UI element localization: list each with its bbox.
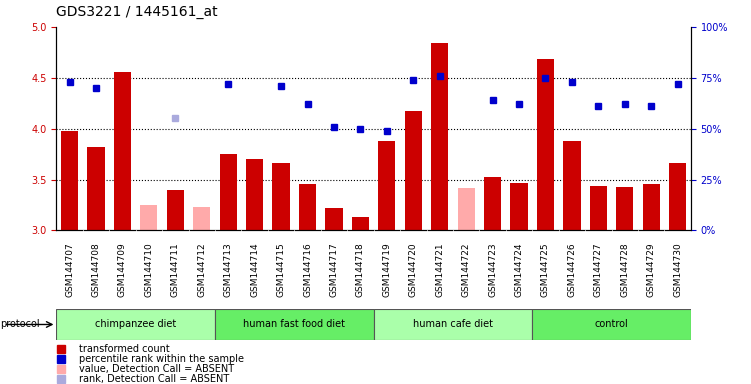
Bar bbox=[374, 309, 532, 340]
Bar bbox=[56, 309, 215, 340]
Text: GSM144722: GSM144722 bbox=[462, 242, 471, 297]
Bar bbox=[457, 188, 475, 230]
Text: GDS3221 / 1445161_at: GDS3221 / 1445161_at bbox=[56, 5, 218, 19]
Text: GSM144708: GSM144708 bbox=[92, 242, 101, 297]
Text: GSM144715: GSM144715 bbox=[276, 242, 285, 297]
Text: GSM144725: GSM144725 bbox=[541, 242, 550, 297]
Bar bbox=[484, 177, 501, 230]
Bar bbox=[532, 309, 691, 340]
Bar bbox=[643, 184, 660, 230]
Text: GSM144710: GSM144710 bbox=[144, 242, 153, 297]
Text: GSM144712: GSM144712 bbox=[198, 242, 207, 297]
Bar bbox=[379, 141, 396, 230]
Text: human cafe diet: human cafe diet bbox=[413, 319, 493, 329]
Text: GSM144727: GSM144727 bbox=[594, 242, 603, 297]
Bar bbox=[215, 309, 374, 340]
Text: human fast food diet: human fast food diet bbox=[243, 319, 345, 329]
Text: GSM144729: GSM144729 bbox=[647, 242, 656, 297]
Bar bbox=[590, 185, 607, 230]
Text: transformed count: transformed count bbox=[79, 344, 169, 354]
Bar bbox=[511, 182, 528, 230]
Text: GSM144716: GSM144716 bbox=[303, 242, 312, 297]
Text: GSM144711: GSM144711 bbox=[170, 242, 179, 297]
Text: GSM144720: GSM144720 bbox=[409, 242, 418, 297]
Text: GSM144728: GSM144728 bbox=[620, 242, 629, 297]
Text: GSM144723: GSM144723 bbox=[488, 242, 497, 297]
Text: rank, Detection Call = ABSENT: rank, Detection Call = ABSENT bbox=[79, 374, 229, 384]
Text: GSM144719: GSM144719 bbox=[382, 242, 391, 297]
Text: GSM144726: GSM144726 bbox=[568, 242, 577, 297]
Text: value, Detection Call = ABSENT: value, Detection Call = ABSENT bbox=[79, 364, 234, 374]
Bar bbox=[246, 159, 264, 230]
Text: GSM144721: GSM144721 bbox=[436, 242, 445, 297]
Bar bbox=[351, 217, 369, 230]
Bar bbox=[193, 207, 210, 230]
Bar bbox=[273, 163, 290, 230]
Bar bbox=[617, 187, 633, 230]
Text: control: control bbox=[595, 319, 629, 329]
Text: GSM144730: GSM144730 bbox=[673, 242, 682, 297]
Bar bbox=[219, 154, 237, 230]
Bar bbox=[87, 147, 104, 230]
Bar bbox=[563, 141, 581, 230]
Bar bbox=[405, 111, 422, 230]
Text: protocol: protocol bbox=[0, 319, 40, 329]
Text: GSM144713: GSM144713 bbox=[224, 242, 233, 297]
Text: GSM144717: GSM144717 bbox=[330, 242, 339, 297]
Text: GSM144709: GSM144709 bbox=[118, 242, 127, 297]
Bar bbox=[299, 184, 316, 230]
Text: GSM144718: GSM144718 bbox=[356, 242, 365, 297]
Text: chimpanzee diet: chimpanzee diet bbox=[95, 319, 176, 329]
Bar bbox=[140, 205, 158, 230]
Bar bbox=[114, 72, 131, 230]
Bar bbox=[167, 190, 184, 230]
Bar bbox=[61, 131, 78, 230]
Bar bbox=[431, 43, 448, 230]
Bar bbox=[669, 163, 686, 230]
Bar bbox=[537, 60, 554, 230]
Text: percentile rank within the sample: percentile rank within the sample bbox=[79, 354, 243, 364]
Text: GSM144707: GSM144707 bbox=[65, 242, 74, 297]
Text: GSM144714: GSM144714 bbox=[250, 242, 259, 297]
Text: GSM144724: GSM144724 bbox=[514, 242, 523, 297]
Bar bbox=[325, 208, 342, 230]
